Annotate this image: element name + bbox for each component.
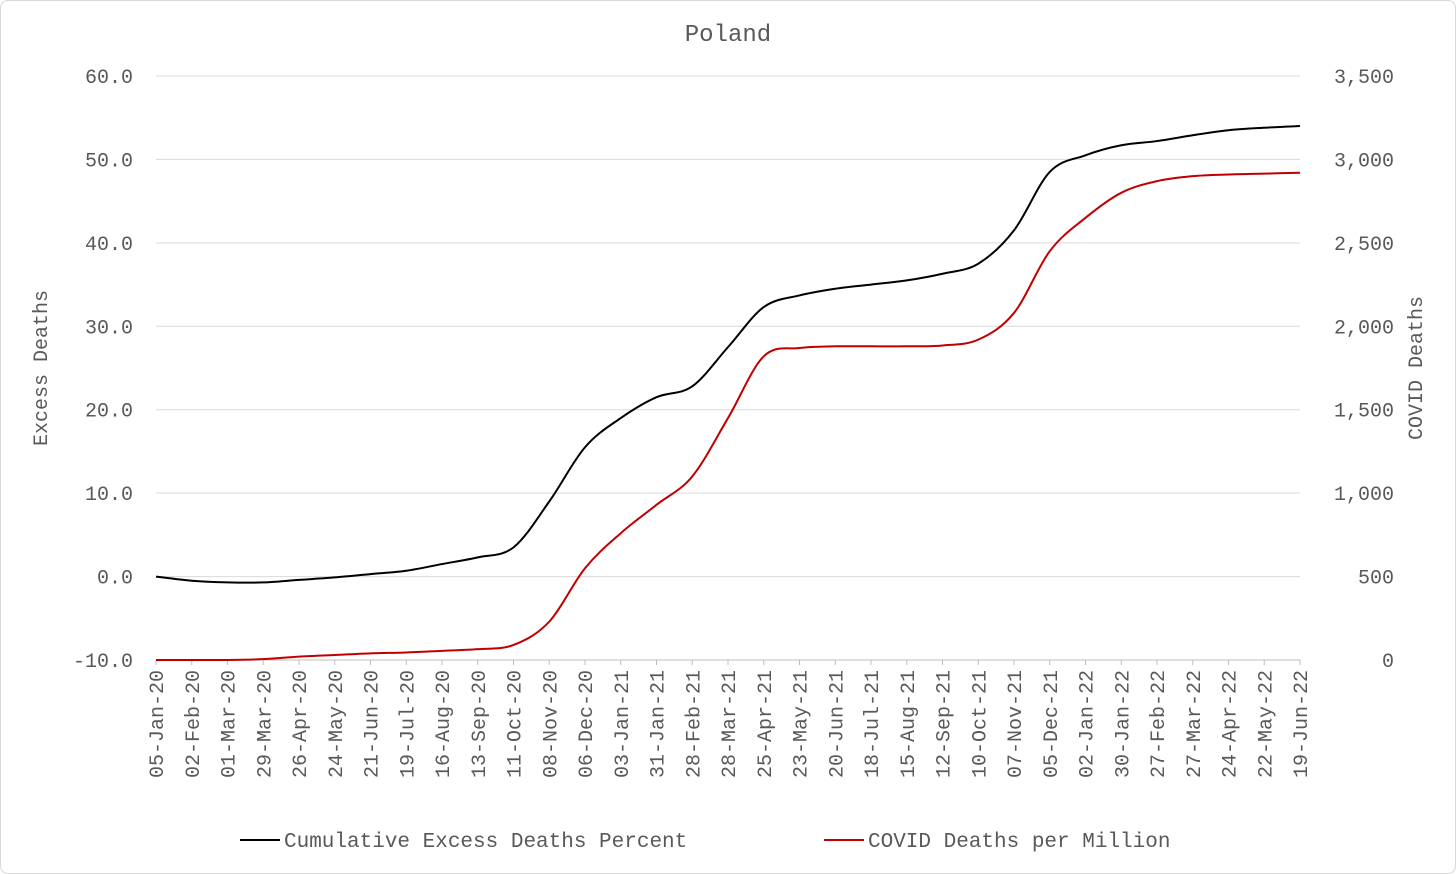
right-tick-label: 2,500 (1334, 234, 1394, 257)
x-tick-label: 20-Jun-21 (826, 670, 849, 778)
x-tick-label: 29-Mar-20 (254, 670, 277, 778)
right-axis-title: COVID Deaths (1406, 296, 1429, 440)
x-tick-label: 12-Sep-21 (934, 670, 957, 778)
x-tick-label: 13-Sep-20 (469, 670, 492, 778)
x-tick-label: 02-Jan-22 (1077, 670, 1100, 778)
x-tick-label: 16-Aug-20 (433, 670, 456, 778)
x-tick-label: 02-Feb-20 (183, 670, 206, 778)
x-tick-label: 31-Jan-21 (648, 670, 671, 778)
left-axis-title: Excess Deaths (31, 290, 54, 446)
x-tick-label: 25-Apr-21 (755, 670, 778, 778)
x-tick-label: 10-Oct-21 (969, 670, 992, 778)
x-tick-label: 07-Nov-21 (1005, 670, 1028, 778)
right-tick-label: 500 (1358, 568, 1394, 591)
left-tick-label: 20.0 (85, 401, 133, 424)
x-tick-label: 01-Mar-20 (219, 670, 242, 778)
legend: Cumulative Excess Deaths Percent COVID De… (240, 831, 1170, 854)
x-tick-label: 30-Jan-22 (1112, 670, 1135, 778)
x-tick-label: 22-May-22 (1255, 670, 1278, 778)
right-tick-label: 1,000 (1334, 484, 1394, 507)
x-tick-label: 15-Aug-21 (898, 670, 921, 778)
left-tick-label: 0.0 (97, 568, 133, 591)
x-tick-label: 24-Apr-22 (1220, 670, 1243, 778)
left-tick-label: 10.0 (85, 484, 133, 507)
x-tick-label: 27-Mar-22 (1184, 670, 1207, 778)
right-tick-label: 3,000 (1334, 150, 1394, 173)
x-tick-label: 05-Dec-21 (1041, 670, 1064, 778)
right-axis-ticks: 3,500 3,000 2,500 2,000 1,500 1,000 500 0 (1334, 67, 1394, 674)
left-tick-label: -10.0 (73, 651, 133, 674)
x-tick-label: 19-Jun-22 (1291, 670, 1314, 778)
series-lines (155, 125, 1301, 662)
gridlines (156, 75, 1300, 661)
x-tick-label: 26-Apr-20 (290, 670, 313, 778)
left-tick-label: 30.0 (85, 317, 133, 340)
x-tick-label: 06-Dec-20 (576, 670, 599, 778)
left-axis-ticks: 60.0 50.0 40.0 30.0 20.0 10.0 0.0 -10.0 (73, 67, 133, 674)
right-tick-label: 3,500 (1334, 67, 1394, 90)
left-tick-label: 50.0 (85, 150, 133, 173)
x-tick-label: 11-Oct-20 (505, 670, 528, 778)
x-tick-label: 27-Feb-22 (1148, 670, 1171, 778)
legend-label: Cumulative Excess Deaths Percent (284, 831, 687, 854)
x-tick-label: 05-Jan-20 (147, 670, 170, 778)
legend-label: COVID Deaths per Million (868, 831, 1170, 854)
right-tick-label: 1,500 (1334, 401, 1394, 424)
x-tick-label: 19-Jul-20 (397, 670, 420, 778)
x-tick-label: 28-Mar-21 (719, 670, 742, 778)
left-tick-label: 60.0 (85, 67, 133, 90)
x-tick-label: 23-May-21 (791, 670, 814, 778)
left-tick-label: 40.0 (85, 234, 133, 257)
x-tick-label: 24-May-20 (326, 670, 349, 778)
chart-title: Poland (685, 22, 771, 49)
x-tick-label: 28-Feb-21 (683, 670, 706, 778)
x-tick-label: 21-Jun-20 (362, 670, 385, 778)
x-tick-label: 18-Jul-21 (862, 670, 885, 778)
x-axis-ticks: 05-Jan-20 02-Feb-20 01-Mar-20 29-Mar-20 26-A… (147, 660, 1314, 778)
series-line-1 (155, 125, 1301, 584)
x-tick-label: 08-Nov-20 (540, 670, 563, 778)
right-tick-label: 2,000 (1334, 317, 1394, 340)
x-tick-label: 03-Jan-21 (612, 670, 635, 778)
series-line-2 (156, 171, 1301, 662)
right-tick-label: 0 (1382, 651, 1394, 674)
